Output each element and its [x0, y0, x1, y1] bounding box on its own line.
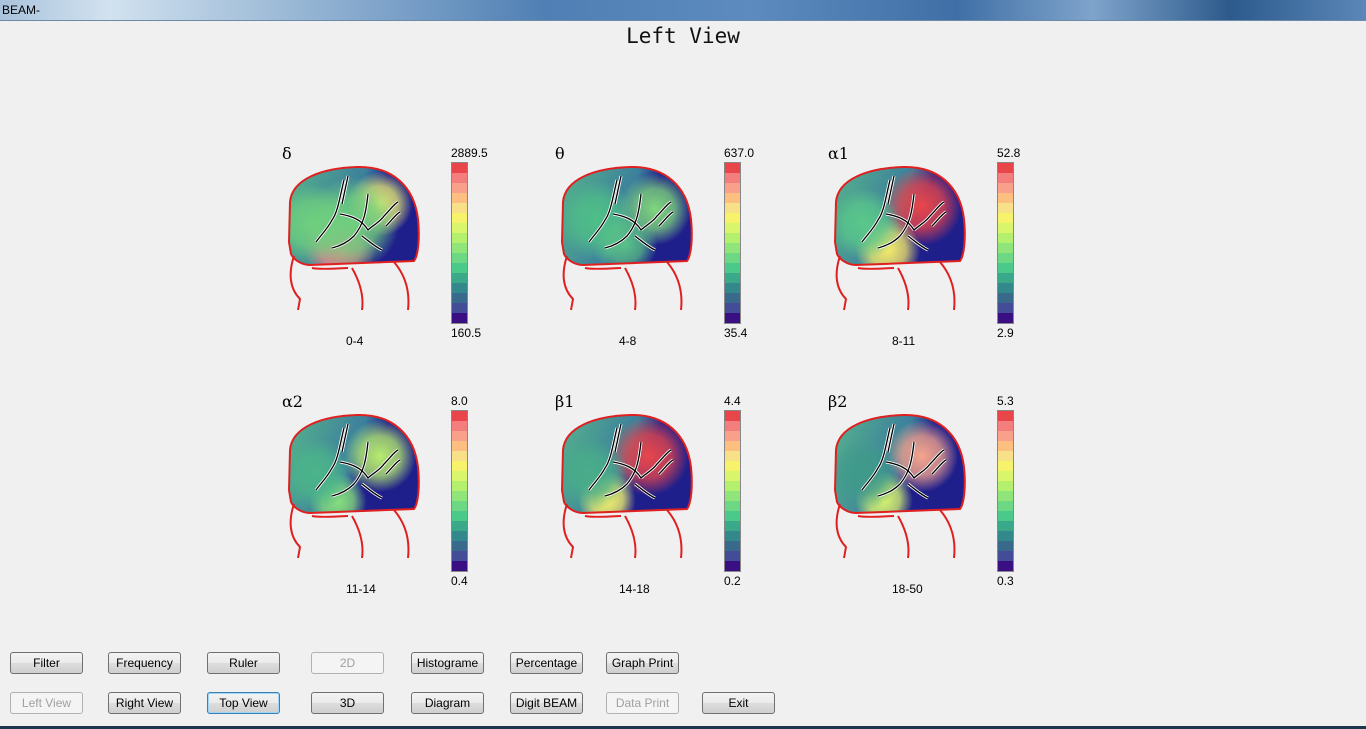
activity-hotspot: [289, 438, 352, 510]
2d-button[interactable]: 2D: [311, 652, 384, 674]
histograme-button[interactable]: Histograme: [411, 652, 484, 674]
band-label: β1: [555, 392, 575, 411]
band-label: α1: [828, 144, 849, 163]
frequency-button[interactable]: Frequency: [108, 652, 181, 674]
window-titlebar[interactable]: BEAM-: [0, 0, 1366, 21]
head-outline: [833, 165, 966, 267]
scale-max-value: 5.3: [997, 394, 1014, 408]
brain-topomap: [833, 413, 966, 559]
color-scale-bar: [451, 162, 468, 324]
band-label: β2: [828, 392, 848, 411]
brain-topomap: [287, 413, 420, 559]
scale-min-value: 160.5: [451, 326, 482, 340]
brain-map-panel-beta2: β2 5.3 0.3 18-50: [828, 392, 1078, 613]
neck-outline: [289, 255, 410, 311]
neck-outline: [289, 503, 410, 559]
brain-topomap: [287, 165, 420, 311]
brain-map-panel-beta1: β1 4.4 0.2 14-18: [555, 392, 805, 613]
color-scale-bar: [724, 162, 741, 324]
page-title: Left View: [626, 24, 740, 48]
neck-outline: [562, 255, 683, 311]
sulci-lines-core: [588, 175, 674, 251]
graph-print-button[interactable]: Graph Print: [606, 652, 679, 674]
activity-hotspot: [609, 416, 689, 496]
color-scale-bar: [724, 410, 741, 572]
sulci-lines-core: [588, 423, 674, 499]
digit-beam-button[interactable]: Digit BEAM: [510, 692, 583, 714]
scale-max-value: 2889.5: [451, 146, 488, 160]
frequency-range-label: 8-11: [892, 334, 916, 348]
head-outline: [833, 413, 966, 515]
scale-min-value: 0.2: [724, 574, 741, 588]
data-print-button[interactable]: Data Print: [606, 692, 679, 714]
frequency-range-label: 18-50: [892, 582, 923, 596]
activity-hotspot: [835, 188, 900, 260]
neck-outline: [835, 255, 956, 311]
neck-outline: [835, 503, 956, 559]
exit-button[interactable]: Exit: [702, 692, 775, 714]
scale-max-value: 4.4: [724, 394, 741, 408]
band-label: θ: [555, 144, 565, 163]
scale-min-value: 0.4: [451, 574, 468, 588]
head-outline: [287, 413, 420, 515]
percentage-button[interactable]: Percentage: [510, 652, 583, 674]
taskbar-strip: [0, 726, 1366, 729]
head-outline: [287, 165, 420, 267]
scale-max-value: 637.0: [724, 146, 755, 160]
band-label: δ: [282, 144, 292, 163]
sulci-lines-core: [315, 175, 401, 251]
brain-topomap: [560, 165, 693, 311]
frequency-range-label: 14-18: [619, 582, 650, 596]
activity-hotspot: [305, 177, 399, 265]
color-scale-bar: [451, 410, 468, 572]
frequency-range-label: 0-4: [346, 334, 364, 348]
scale-max-value: 52.8: [997, 146, 1021, 160]
color-scale-bar: [997, 162, 1014, 324]
ruler-button[interactable]: Ruler: [207, 652, 280, 674]
frequency-range-label: 4-8: [619, 334, 637, 348]
scale-min-value: 35.4: [724, 326, 748, 340]
neck-outline: [562, 503, 683, 559]
brain-map-panel-delta: δ 2889.5 160.5 0-4: [282, 144, 532, 365]
scale-max-value: 8.0: [451, 394, 468, 408]
sulci-lines-core: [315, 423, 401, 499]
sulci-lines-core: [861, 175, 947, 251]
head-outline: [560, 165, 693, 267]
left-view-button[interactable]: Left View: [10, 692, 83, 714]
brain-topomap: [833, 165, 966, 311]
right-view-button[interactable]: Right View: [108, 692, 181, 714]
brain-map-panel-alpha1: α1 52.8 2.9 8-11: [828, 144, 1078, 365]
filter-button[interactable]: Filter: [10, 652, 83, 674]
top-view-button[interactable]: Top View: [207, 692, 280, 714]
diagram-button[interactable]: Diagram: [411, 692, 484, 714]
brain-map-panel-theta: θ 637.0 35.4 4-8: [555, 144, 805, 365]
band-label: α2: [282, 392, 303, 411]
activity-hotspot: [886, 420, 958, 492]
sulci-lines-core: [861, 423, 947, 499]
frequency-range-label: 11-14: [346, 582, 376, 596]
scale-min-value: 2.9: [997, 326, 1014, 340]
color-scale-bar: [997, 410, 1014, 572]
brain-map-panel-alpha2: α2 8.0 0.4 11-14: [282, 392, 532, 613]
head-outline: [560, 413, 693, 515]
3d-button[interactable]: 3D: [311, 692, 384, 714]
window-title: BEAM-: [2, 3, 41, 17]
scale-min-value: 0.3: [997, 574, 1014, 588]
brain-topomap: [560, 413, 693, 559]
